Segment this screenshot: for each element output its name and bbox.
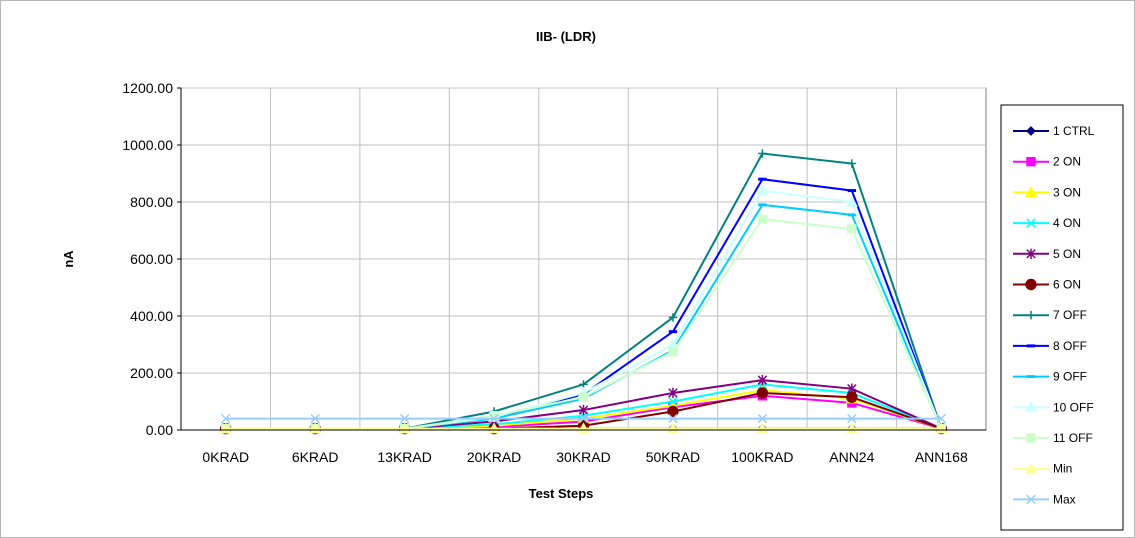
data-point: [220, 413, 231, 424]
data-point: [757, 214, 768, 224]
legend-item: 5 ON: [1013, 247, 1081, 261]
plot-area: [180, 87, 987, 435]
data-point: [668, 396, 678, 407]
legend-label: Min: [1053, 462, 1072, 476]
data-point: [757, 413, 768, 424]
legend-label: 10 OFF: [1053, 400, 1094, 414]
data-point: [1025, 278, 1037, 291]
data-point: [845, 195, 858, 207]
y-tick-label: 1200.00: [122, 80, 173, 96]
y-axis-title: nA: [61, 250, 76, 268]
x-tick-label: 20KRAD: [467, 449, 521, 465]
data-point: [1026, 375, 1036, 379]
legend-item: Max: [1013, 492, 1076, 506]
data-point: [1026, 494, 1036, 505]
x-axis-title: Test Steps: [529, 486, 594, 501]
y-tick-label: 200.00: [130, 365, 173, 381]
data-point: [847, 213, 857, 217]
data-point: [668, 387, 678, 399]
data-point: [310, 413, 320, 424]
legend-items: 1 CTRL 2 ON 3 ON 4 ON 5 ON 6 ON 7 OFF 8 OFF 9 OF…: [1013, 124, 1095, 506]
y-tick-label: 800.00: [130, 194, 173, 210]
legend-label: Max: [1053, 492, 1076, 506]
data-point: [846, 391, 858, 403]
series-max: [220, 413, 947, 424]
x-tick-label: 100KRAD: [731, 449, 793, 465]
data-point: [668, 346, 678, 357]
x-axis: 0KRAD 6KRAD 13KRAD 20KRAD 30KRAD 50KRAD 100KRA…: [181, 429, 986, 465]
data-point: [756, 387, 769, 399]
data-point: [399, 413, 410, 424]
y-tick-label: 0.00: [146, 422, 173, 438]
data-point: [578, 404, 589, 416]
legend-item: 1 CTRL: [1013, 124, 1095, 138]
x-tick-label: 6KRAD: [292, 449, 339, 465]
data-point: [668, 313, 678, 322]
data-point: [1024, 186, 1038, 198]
legend-item: 8 OFF: [1013, 339, 1087, 353]
data-point: [1026, 311, 1036, 320]
data-point: [1026, 157, 1036, 167]
legend-item: 2 ON: [1013, 155, 1081, 169]
data-point: [847, 159, 857, 168]
legend-label: 5 ON: [1053, 247, 1081, 261]
x-tick-label: 13KRAD: [377, 449, 431, 465]
legend-label: 4 ON: [1053, 216, 1081, 230]
data-point: [1026, 126, 1036, 136]
data-point: [758, 149, 767, 158]
legend-label: 1 CTRL: [1053, 124, 1095, 138]
y-tick-label: 1000.00: [122, 137, 173, 153]
x-tick-label: 0KRAD: [202, 449, 249, 465]
legend-label: 3 ON: [1053, 185, 1081, 199]
data-point: [667, 405, 679, 418]
data-point: [936, 413, 947, 424]
data-point: [1026, 248, 1036, 259]
legend-item: 10 OFF: [1013, 400, 1094, 414]
y-axis: 0.00 200.00 400.00 600.00 800.00 1000.00 1200.…: [122, 80, 182, 438]
data-point: [1026, 433, 1036, 443]
data-point: [668, 413, 678, 424]
legend-label: 6 ON: [1053, 278, 1081, 292]
legend-label: 9 OFF: [1053, 370, 1087, 384]
legend-item: 3 ON: [1013, 185, 1081, 199]
legend-item: Min: [1013, 462, 1072, 476]
data-point: [847, 224, 857, 234]
y-tick-label: 400.00: [130, 308, 173, 324]
legend-item: 11 OFF: [1013, 431, 1093, 445]
legend-item: 7 OFF: [1013, 308, 1087, 322]
x-tick-label: ANN24: [829, 449, 874, 465]
data-point: [1026, 218, 1036, 228]
legend-item: 4 ON: [1013, 216, 1081, 230]
y-tick-label: 600.00: [130, 251, 173, 267]
data-point: [668, 330, 678, 334]
series-layer: [219, 149, 948, 435]
chart-title: IIB- (LDR): [536, 29, 596, 44]
legend-label: 11 OFF: [1053, 431, 1093, 445]
x-tick-label: 30KRAD: [556, 449, 610, 465]
data-point: [756, 184, 769, 196]
legend-item: 6 ON: [1013, 278, 1081, 292]
data-point: [489, 413, 499, 424]
data-point: [847, 413, 857, 424]
x-tick-label: 50KRAD: [646, 449, 700, 465]
legend-label: 8 OFF: [1053, 339, 1087, 353]
data-point: [1026, 344, 1036, 348]
data-point: [578, 392, 589, 402]
x-tick-label: ANN168: [915, 449, 968, 465]
legend: 1 CTRL 2 ON 3 ON 4 ON 5 ON 6 ON 7 OFF 8 OFF 9 OF…: [1000, 104, 1124, 531]
data-point: [758, 177, 767, 181]
data-point: [489, 411, 499, 421]
data-point: [758, 203, 767, 207]
legend-label: 7 OFF: [1053, 308, 1087, 322]
data-point: [578, 413, 589, 424]
data-point: [1024, 401, 1038, 412]
data-point: [847, 189, 857, 193]
legend-item: 9 OFF: [1013, 370, 1087, 384]
legend-box: [1000, 104, 1124, 531]
legend-label: 2 ON: [1053, 155, 1081, 169]
data-point: [757, 374, 768, 386]
data-point: [1024, 462, 1038, 474]
